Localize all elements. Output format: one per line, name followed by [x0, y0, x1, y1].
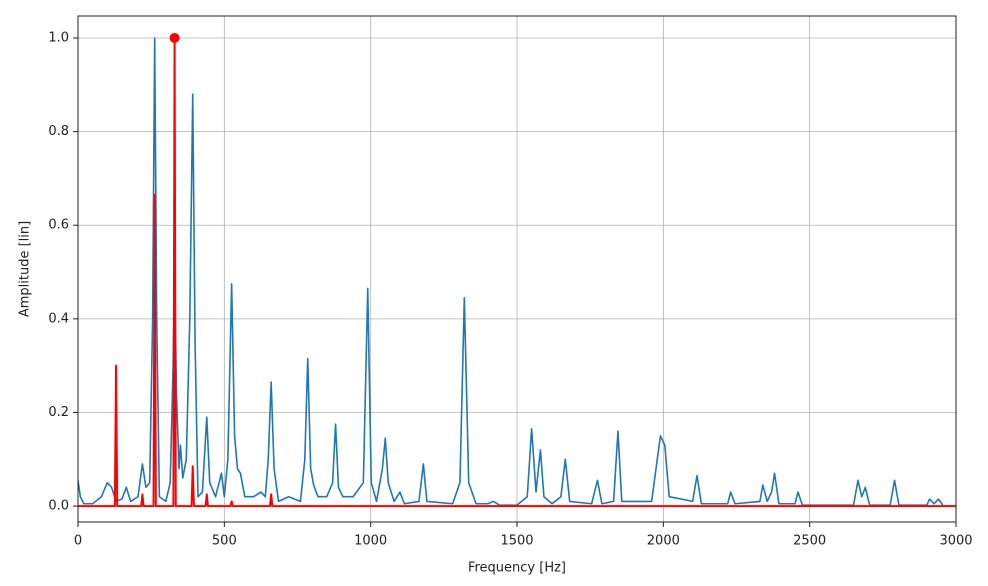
x-tick-label: 1500 [500, 534, 533, 549]
y-tick-label: 0.6 [48, 218, 69, 233]
y-tick-label: 0.2 [48, 405, 69, 420]
series-line [78, 37, 944, 506]
x-tick-label: 0 [74, 534, 82, 549]
y-tick-label: 1.0 [48, 31, 69, 46]
series-line [78, 37, 956, 508]
x-axis-label: Frequency [Hz] [468, 561, 566, 576]
plot-area [78, 37, 956, 508]
peak-marker [169, 33, 180, 43]
x-tick-label: 500 [212, 534, 237, 549]
y-tick-label: 0.8 [48, 124, 69, 139]
x-tick-label: 2000 [647, 534, 680, 549]
x-tick-label: 3000 [939, 534, 972, 549]
x-tick-label: 1000 [354, 534, 387, 549]
y-tick-label: 0.0 [48, 499, 69, 514]
y-tick-label: 0.4 [48, 311, 69, 326]
y-axis-label: Amplitude [lin] [18, 221, 33, 317]
x-tick-label: 2500 [793, 534, 826, 549]
plot-frame [77, 15, 957, 523]
